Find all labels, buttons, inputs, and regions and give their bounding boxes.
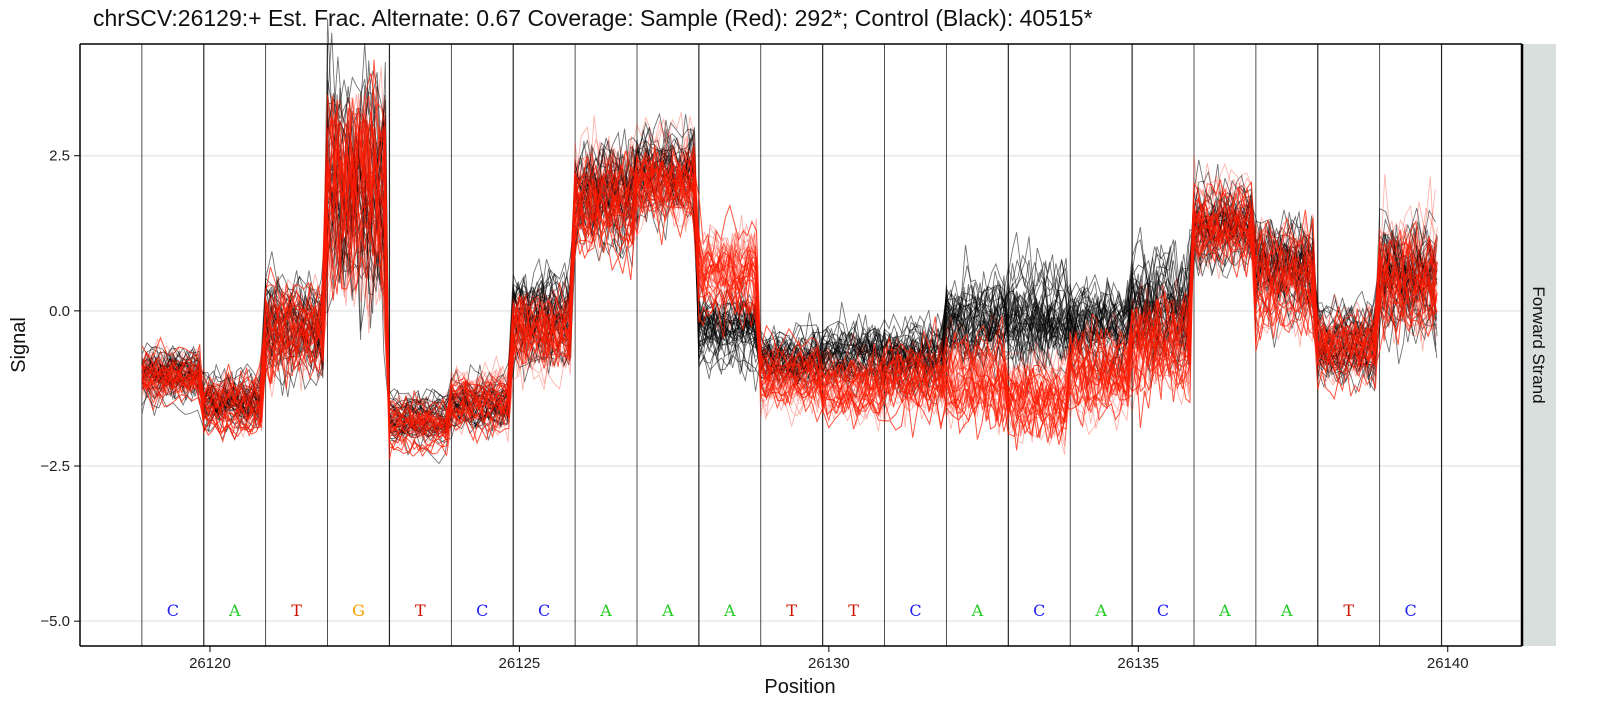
y-axis-title: Signal (8, 317, 30, 373)
signal-trace (141, 94, 1437, 455)
base-label: C (538, 601, 550, 620)
y-tick-label: −2.5 (40, 458, 70, 475)
base-label: C (1157, 601, 1169, 620)
base-label: T (848, 601, 859, 620)
facet-label: Forward Strand (1529, 286, 1548, 403)
signal-trace (141, 112, 1437, 420)
signal-trace (141, 94, 1438, 451)
y-tick-label: 2.5 (49, 148, 70, 165)
base-label: T (1343, 601, 1354, 620)
base-label: A (1218, 601, 1231, 620)
base-label: C (476, 601, 488, 620)
signal-trace (141, 127, 1437, 453)
base-label: A (599, 601, 612, 620)
chart-title: chrSCV:26129:+ Est. Frac. Alternate: 0.6… (93, 5, 1093, 31)
base-label: G (352, 601, 365, 620)
sample-traces-dense (141, 59, 1438, 460)
signal-trace (141, 138, 1438, 441)
base-label: A (971, 601, 984, 620)
base-label: A (661, 601, 674, 620)
tick-labels: 2.5 0.0 −2.5 −5.0 26120 26125 26130 26135 26140 (40, 148, 1468, 672)
x-tick-label: 26135 (1117, 655, 1159, 672)
base-label: T (291, 601, 302, 620)
base-label: A (228, 601, 241, 620)
y-tick-label: −5.0 (40, 613, 70, 630)
x-tick-label: 26120 (189, 655, 231, 672)
base-label: T (415, 601, 426, 620)
axes (74, 43, 1522, 652)
signal-trace (141, 145, 1437, 438)
signal-trace (141, 118, 1438, 426)
x-tick-label: 26140 (1427, 655, 1469, 672)
base-label: C (909, 601, 921, 620)
base-label: A (723, 601, 736, 620)
base-label: A (1280, 601, 1293, 620)
x-tick-label: 26125 (499, 655, 541, 672)
signal-series (141, 18, 1438, 465)
base-label: C (167, 601, 179, 620)
base-label: T (786, 601, 797, 620)
facet-strip (1522, 44, 1556, 646)
y-tick-label: 0.0 (49, 303, 70, 320)
x-axis-title: Position (764, 676, 835, 698)
base-label: C (1033, 601, 1045, 620)
signal-trace (141, 157, 1437, 434)
x-tick-label: 26130 (808, 655, 850, 672)
base-label: A (1094, 601, 1107, 620)
signal-trace (141, 128, 1437, 430)
base-label: C (1404, 601, 1416, 620)
